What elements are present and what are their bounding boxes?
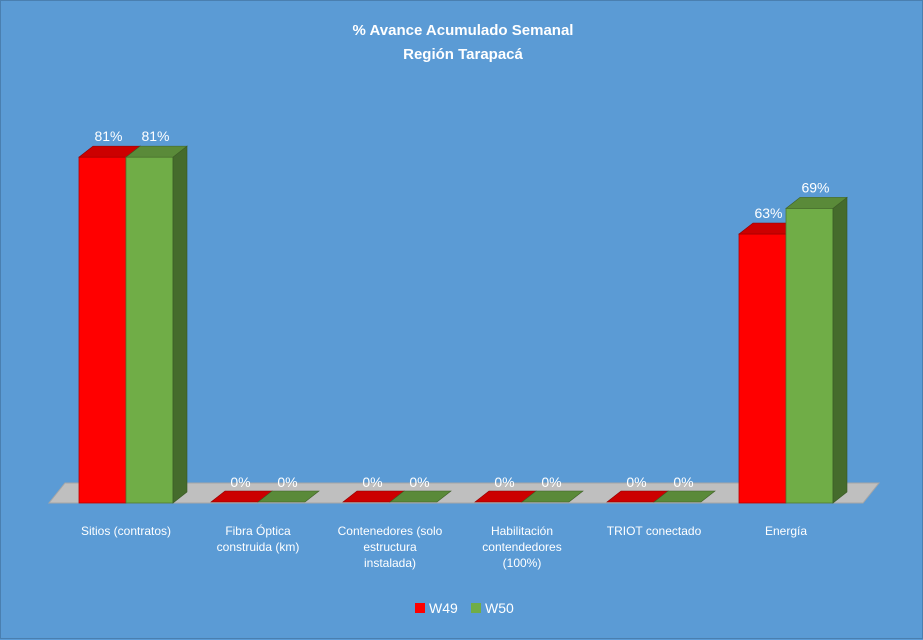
legend-swatch [471,603,481,613]
data-label-w50-2: 0% [409,474,429,490]
chart-subtitle: Región Tarapacá [403,46,523,63]
bar-w50-4 [653,490,716,503]
bar-w50-5 [785,196,848,504]
data-label-w50-1: 0% [277,474,297,490]
legend-label: W49 [429,600,458,616]
bar-w50-1 [257,490,320,503]
data-label-w50-5: 69% [801,179,829,195]
legend-label: W50 [485,600,514,616]
data-label-w49-3: 0% [494,474,514,490]
chart-title: % Avance Acumulado Semanal [353,22,574,39]
category-label-4: TRIOT conectado [607,524,702,538]
data-label-w49-2: 0% [362,474,382,490]
data-label-w49-0: 81% [94,128,122,144]
category-label-2: Contenedores (solo estructura instalada) [338,524,443,570]
data-label-w49-4: 0% [626,474,646,490]
bar-w50-3 [521,490,584,503]
legend-swatch [415,603,425,613]
data-label-w50-3: 0% [541,474,561,490]
category-label-5: Energía [765,524,807,538]
category-label-3: Habilitación contendedores (100%) [482,524,561,570]
legend-item-w49: W49 [415,600,458,616]
data-label-w49-5: 63% [754,205,782,221]
bar-w50-2 [389,490,452,503]
category-label-0: Sitios (contratos) [81,524,171,538]
category-label-1: Fibra Óptica construida (km) [217,523,300,554]
data-label-w49-1: 0% [230,474,250,490]
data-label-w50-0: 81% [141,128,169,144]
bar-w50-0 [125,145,188,504]
legend-item-w50: W50 [471,600,514,616]
data-label-w50-4: 0% [673,474,693,490]
